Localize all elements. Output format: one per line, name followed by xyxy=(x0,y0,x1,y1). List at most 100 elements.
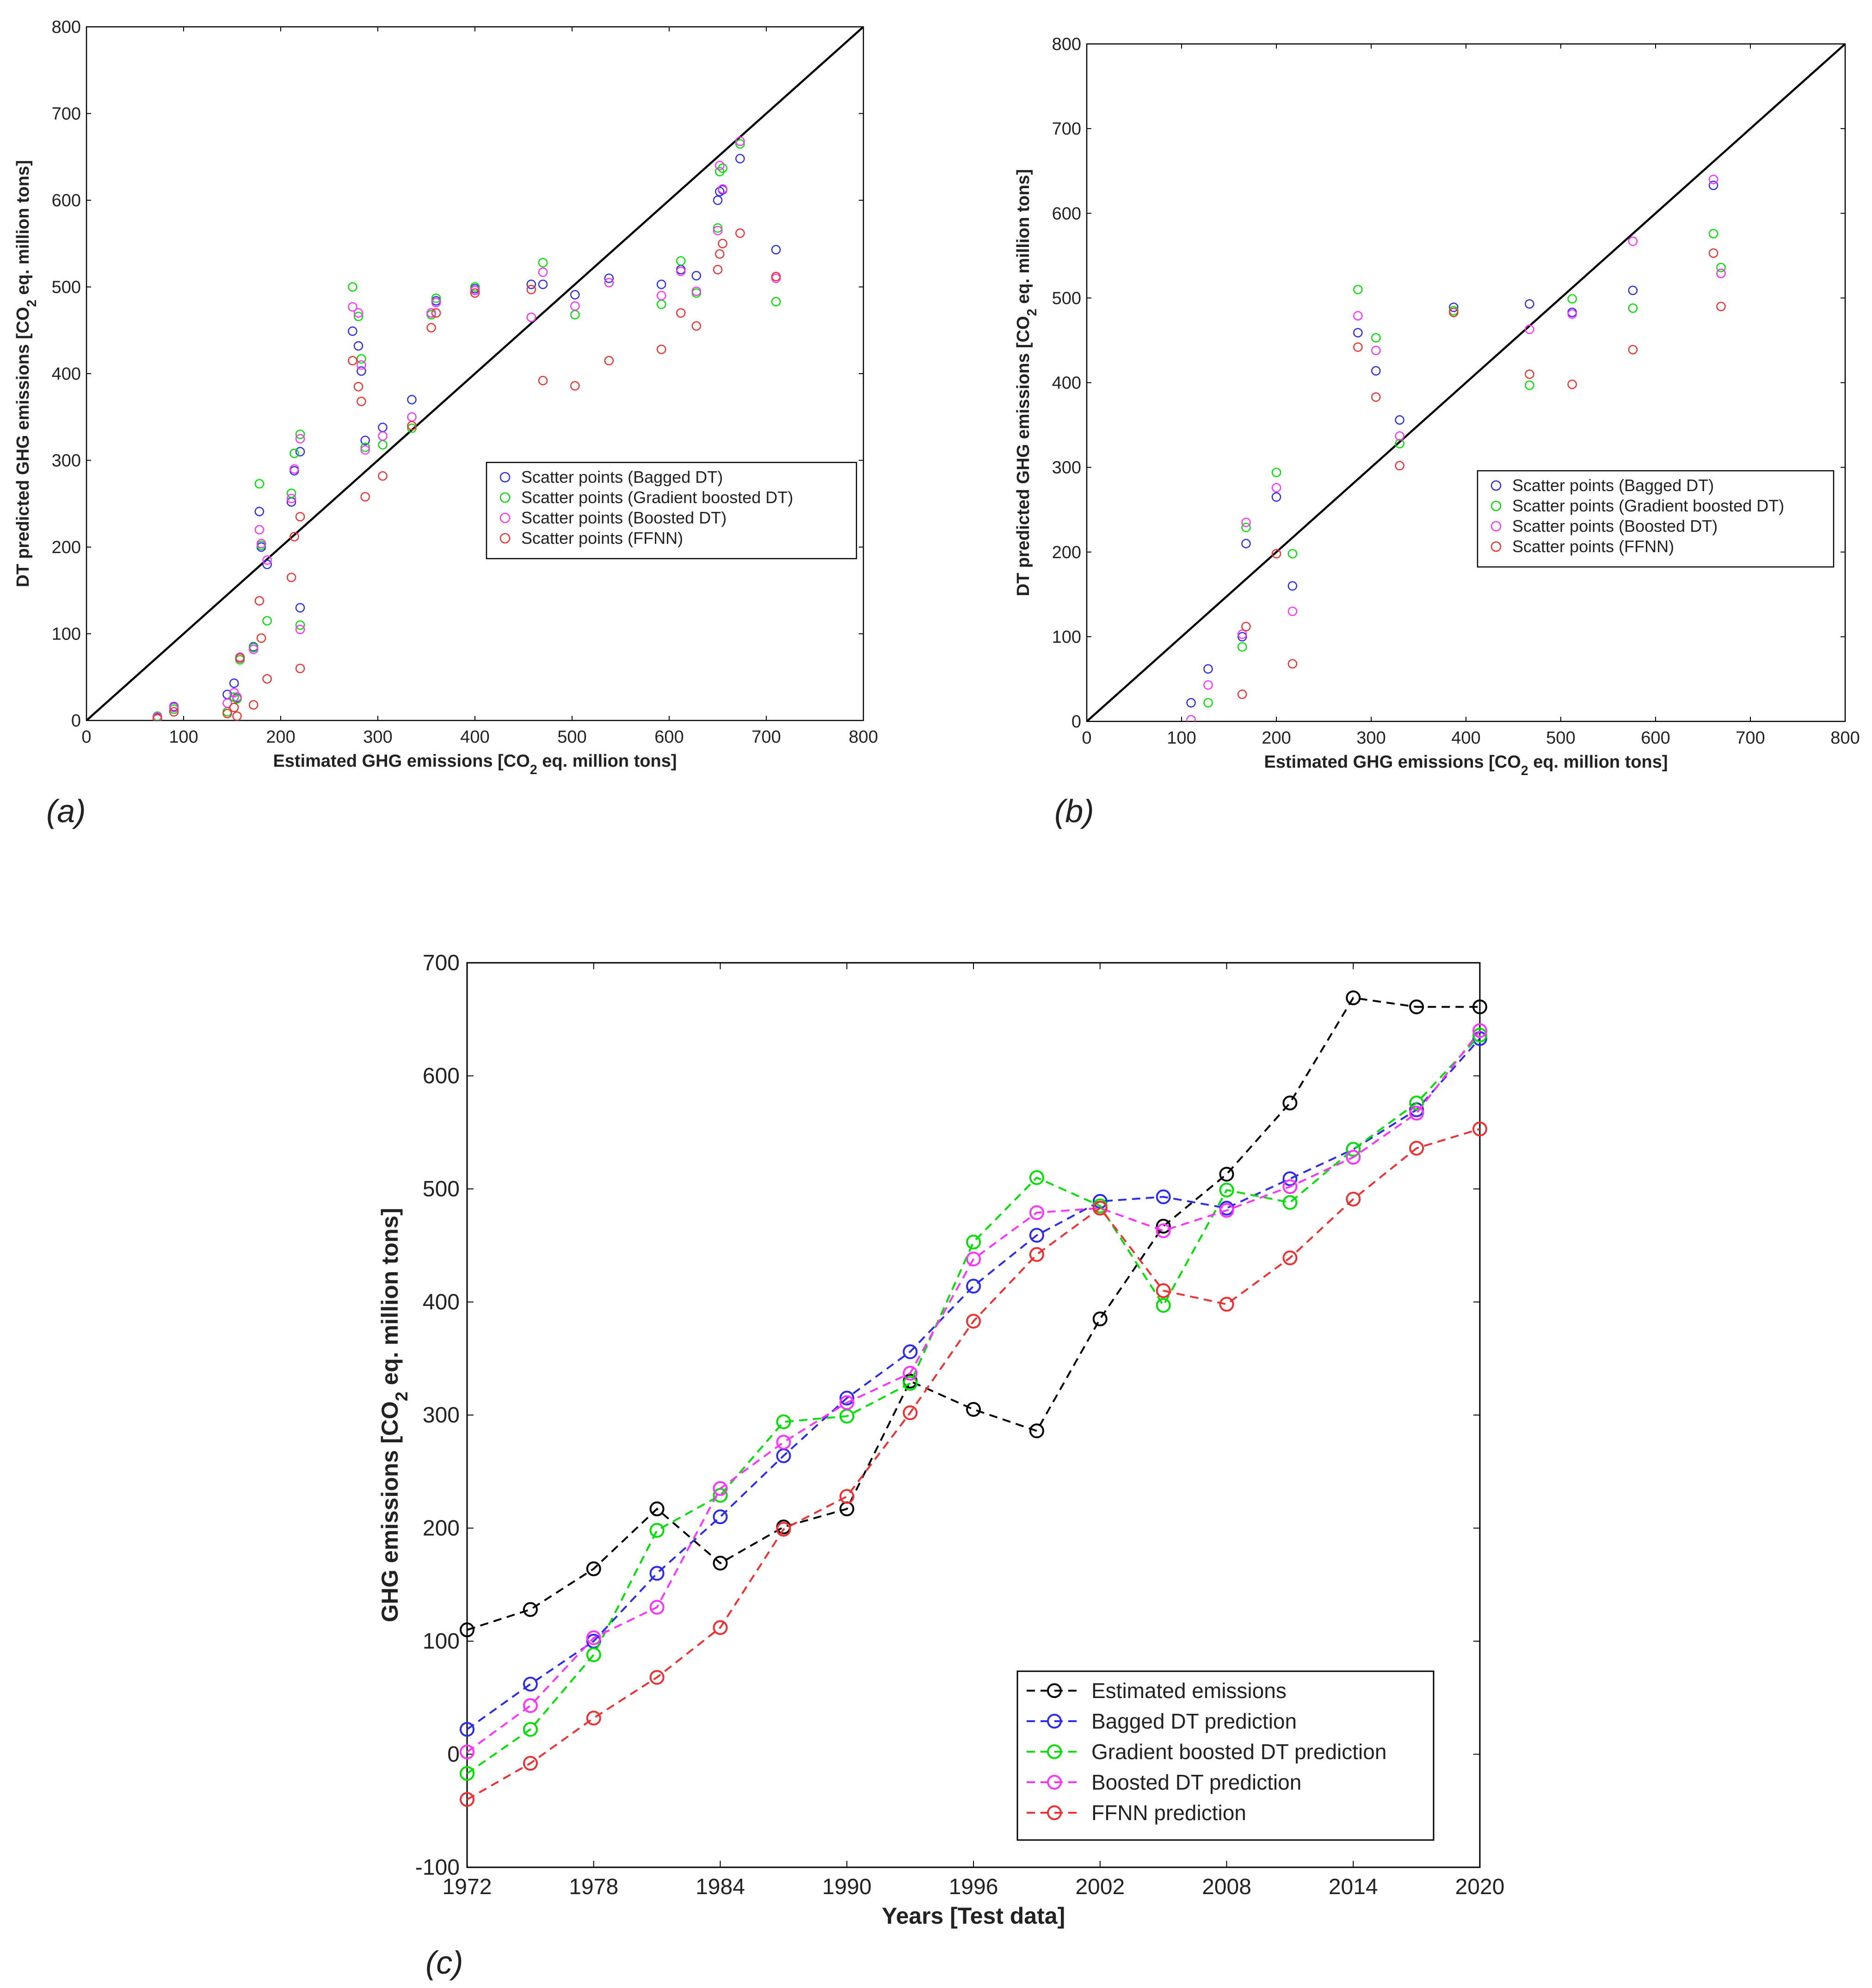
scatter-point-ffnn xyxy=(1187,751,1195,759)
data-point xyxy=(1346,1142,1361,1157)
scatter-point-bagged-dt xyxy=(1371,366,1381,376)
data-point xyxy=(523,1602,538,1617)
scatter-point-ffnn xyxy=(656,345,666,354)
scatter-point-ffnn xyxy=(1353,342,1363,352)
scatter-point-ffnn xyxy=(360,492,370,502)
scatter-point-ffnn xyxy=(1271,549,1281,559)
scatter-point-boosted-dt xyxy=(1287,606,1298,616)
legend-marker xyxy=(1047,1714,1062,1729)
scatter-point-ffnn xyxy=(254,596,265,606)
data-point xyxy=(1282,1096,1298,1111)
legend-marker xyxy=(1490,500,1502,511)
data-point xyxy=(966,1402,981,1417)
legend-box xyxy=(486,462,857,560)
data-point xyxy=(1409,999,1424,1015)
data-point xyxy=(1409,1140,1424,1156)
legend-entry: Scatter points (Bagged DT) xyxy=(521,468,723,486)
scatter-point-boosted-dt xyxy=(1271,483,1281,492)
series-ffnn-prediction xyxy=(460,1121,1487,1807)
series-line xyxy=(466,1038,1481,1730)
scatter-point-boosted-dt xyxy=(254,525,265,535)
scatter-point-gradient-boosted-dt xyxy=(1371,333,1381,343)
y-tick-label: 500 xyxy=(423,1177,460,1201)
data-point xyxy=(1156,1298,1171,1313)
data-point xyxy=(460,1722,474,1737)
data-point xyxy=(1282,1179,1298,1194)
series-line xyxy=(467,997,1480,1631)
y-tick-label: 300 xyxy=(52,451,81,471)
scatter-point-gradient-boosted-dt xyxy=(656,299,666,309)
scatter-point-boosted-dt xyxy=(286,493,296,504)
scatter-point-gradient-boosted-dt xyxy=(1241,523,1251,532)
scatter-point-ffnn xyxy=(604,356,614,366)
data-point xyxy=(1346,1150,1361,1165)
scatter-point-boosted-dt xyxy=(407,412,417,422)
scatter-point-bagged-dt xyxy=(295,447,305,456)
x-tick-label: 300 xyxy=(1356,728,1386,748)
scatter-point-gradient-boosted-dt xyxy=(538,258,548,268)
scatter-point-ffnn xyxy=(538,375,548,386)
scatter-point-boosted-dt xyxy=(656,291,666,301)
y-axis-label: DT predicted GHG emissions [CO2 eq. mill… xyxy=(13,160,39,587)
scatter-point-ffnn xyxy=(262,674,272,684)
scatter-point-boosted-dt xyxy=(1353,311,1363,321)
data-point xyxy=(586,1647,601,1662)
scatter-point-gradient-boosted-dt xyxy=(353,312,363,321)
data-point xyxy=(1219,1182,1234,1198)
legend-entry: Scatter points (Boosted DT) xyxy=(521,508,727,527)
scatter-point-bagged-dt xyxy=(1287,581,1298,591)
scatter-point-boosted-dt xyxy=(248,645,259,654)
data-point xyxy=(966,1279,981,1294)
scatter-point-ffnn xyxy=(1287,659,1298,669)
x-tick-label: 500 xyxy=(557,727,586,747)
legend-marker xyxy=(1047,1805,1062,1820)
scatter-point-boosted-dt xyxy=(1716,269,1726,278)
y-tick-label: 0 xyxy=(1071,712,1081,732)
data-point xyxy=(1029,1228,1044,1243)
data-point xyxy=(649,1670,665,1685)
identity-line xyxy=(1087,44,1845,721)
x-tick-label: 500 xyxy=(1546,728,1575,748)
scatter-point-ffnn xyxy=(407,421,417,431)
legend-entry: Scatter points (Bagged DT) xyxy=(1512,476,1714,495)
scatter-point-ffnn xyxy=(235,653,245,663)
data-point xyxy=(649,1600,665,1615)
scatter-point-bagged-dt xyxy=(378,423,388,432)
scatter-point-gradient-boosted-dt xyxy=(289,449,299,458)
legend-marker xyxy=(499,512,511,523)
scatter-point-gradient-boosted-dt xyxy=(676,256,686,266)
legend-marker xyxy=(1490,521,1502,532)
data-point xyxy=(903,1405,918,1421)
data-point xyxy=(1092,1311,1108,1327)
scatter-point-bagged-dt xyxy=(1395,415,1404,425)
x-tick-label: 200 xyxy=(1262,728,1291,748)
scatter-point-bagged-dt xyxy=(1353,328,1363,338)
scatter-point-gradient-boosted-dt xyxy=(735,139,745,149)
y-tick-label: 500 xyxy=(1052,289,1081,308)
data-point xyxy=(713,1556,728,1571)
scatter-point-ffnn xyxy=(1241,622,1251,632)
y-tick-label: 600 xyxy=(1052,204,1081,223)
legend-marker xyxy=(499,472,511,483)
scatter-point-bagged-dt xyxy=(1237,632,1247,642)
scatter-point-bagged-dt xyxy=(1525,299,1534,309)
x-tick-label: 700 xyxy=(1736,728,1765,748)
scatter-point-bagged-dt xyxy=(1186,698,1196,708)
scatter-point-boosted-dt xyxy=(1186,715,1196,721)
data-point xyxy=(776,1434,791,1450)
scatter-point-boosted-dt xyxy=(714,160,725,171)
scatter-points xyxy=(153,136,781,720)
x-tick-label: 600 xyxy=(1641,728,1670,748)
legend-entry: Scatter points (Gradient boosted DT) xyxy=(1512,496,1784,515)
data-point xyxy=(903,1376,918,1391)
scatter-point-ffnn xyxy=(1716,302,1726,311)
x-tick-label: 1972 xyxy=(443,1875,492,1899)
data-point xyxy=(649,1566,665,1581)
y-tick-label: -100 xyxy=(415,1855,460,1880)
data-point xyxy=(966,1234,981,1249)
legend: Scatter points (Bagged DT)Scatter points… xyxy=(1477,470,1835,568)
legend: Estimated emissions Bagged DT prediction G… xyxy=(1016,1670,1435,1841)
scatter-point-boosted-dt xyxy=(526,312,536,322)
legend-entry: Bagged DT prediction xyxy=(1091,1709,1297,1733)
y-tick-label: 100 xyxy=(52,625,81,644)
